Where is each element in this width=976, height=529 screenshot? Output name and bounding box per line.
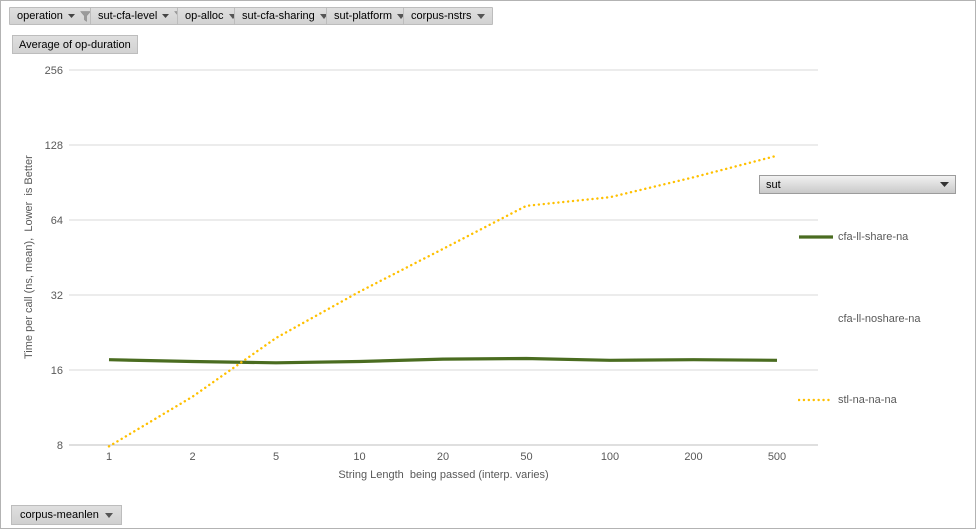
series-field-label: sut: [766, 178, 781, 191]
x-tick-label: 50: [520, 451, 532, 463]
filter-button-corpus-meanlen[interactable]: corpus-meanlen: [11, 505, 122, 525]
series-line-cfa-ll-share-na: [108, 356, 778, 365]
filter-button-label: op-alloc: [185, 10, 224, 22]
values-field-label: Average of op-duration: [19, 38, 131, 51]
dropdown-arrow-icon: [104, 512, 113, 518]
filter-button-label: sut-cfa-sharing: [242, 10, 315, 22]
legend-item[interactable]: cfa-ll-noshare-na: [798, 312, 921, 326]
values-field-button[interactable]: Average of op-duration: [12, 35, 138, 54]
legend-swatch: [798, 398, 834, 402]
x-tick-label: 20: [437, 451, 449, 463]
x-tick-label: 1: [106, 451, 112, 463]
legend-label: cfa-ll-share-na: [838, 231, 909, 243]
filter-button-label: operation: [17, 10, 63, 22]
x-tick-label: 200: [684, 451, 702, 463]
filter-button-label: corpus-nstrs: [411, 10, 472, 22]
legend-label: stl-na-na-na: [838, 394, 897, 406]
x-tick-label: 500: [768, 451, 786, 463]
series-line-stl-na-na-na: [107, 154, 779, 448]
x-tick-label: 100: [601, 451, 619, 463]
x-tick-label: 5: [273, 451, 279, 463]
y-tick-label: 32: [51, 290, 63, 302]
y-tick-label: 128: [45, 140, 63, 152]
series-field-dropdown[interactable]: sut: [759, 175, 956, 194]
filter-button-label: sut-cfa-level: [98, 10, 158, 22]
filter-button-sut-cfa-sharing[interactable]: sut-cfa-sharing: [234, 7, 336, 25]
y-tick-label: 256: [45, 65, 63, 77]
x-axis-title: String Length being passed (interp. vari…: [338, 469, 549, 481]
dropdown-arrow-icon: [319, 13, 328, 19]
x-tick-label: 10: [353, 451, 365, 463]
filter-button-corpus-nstrs[interactable]: corpus-nstrs: [403, 7, 493, 25]
filter-button-operation[interactable]: operation: [9, 7, 99, 25]
x-tick-label: 2: [189, 451, 195, 463]
y-tick-label: 8: [57, 440, 63, 452]
legend-swatch: [799, 235, 833, 239]
dropdown-arrow-icon: [162, 14, 170, 18]
legend-item[interactable]: stl-na-na-na: [798, 393, 897, 407]
dropdown-arrow-icon: [940, 182, 949, 187]
dropdown-arrow-icon: [476, 13, 485, 19]
y-axis-title: Time per call (ns, mean), Lower is Bette…: [23, 155, 35, 360]
y-tick-label: 64: [51, 215, 63, 227]
legend-item[interactable]: cfa-ll-share-na: [798, 230, 908, 244]
dropdown-arrow-icon: [67, 14, 75, 18]
filter-button-label: sut-platform: [334, 10, 393, 22]
y-tick-label: 16: [51, 365, 63, 377]
legend-label: cfa-ll-noshare-na: [838, 313, 921, 325]
filter-button-label: corpus-meanlen: [20, 509, 99, 521]
